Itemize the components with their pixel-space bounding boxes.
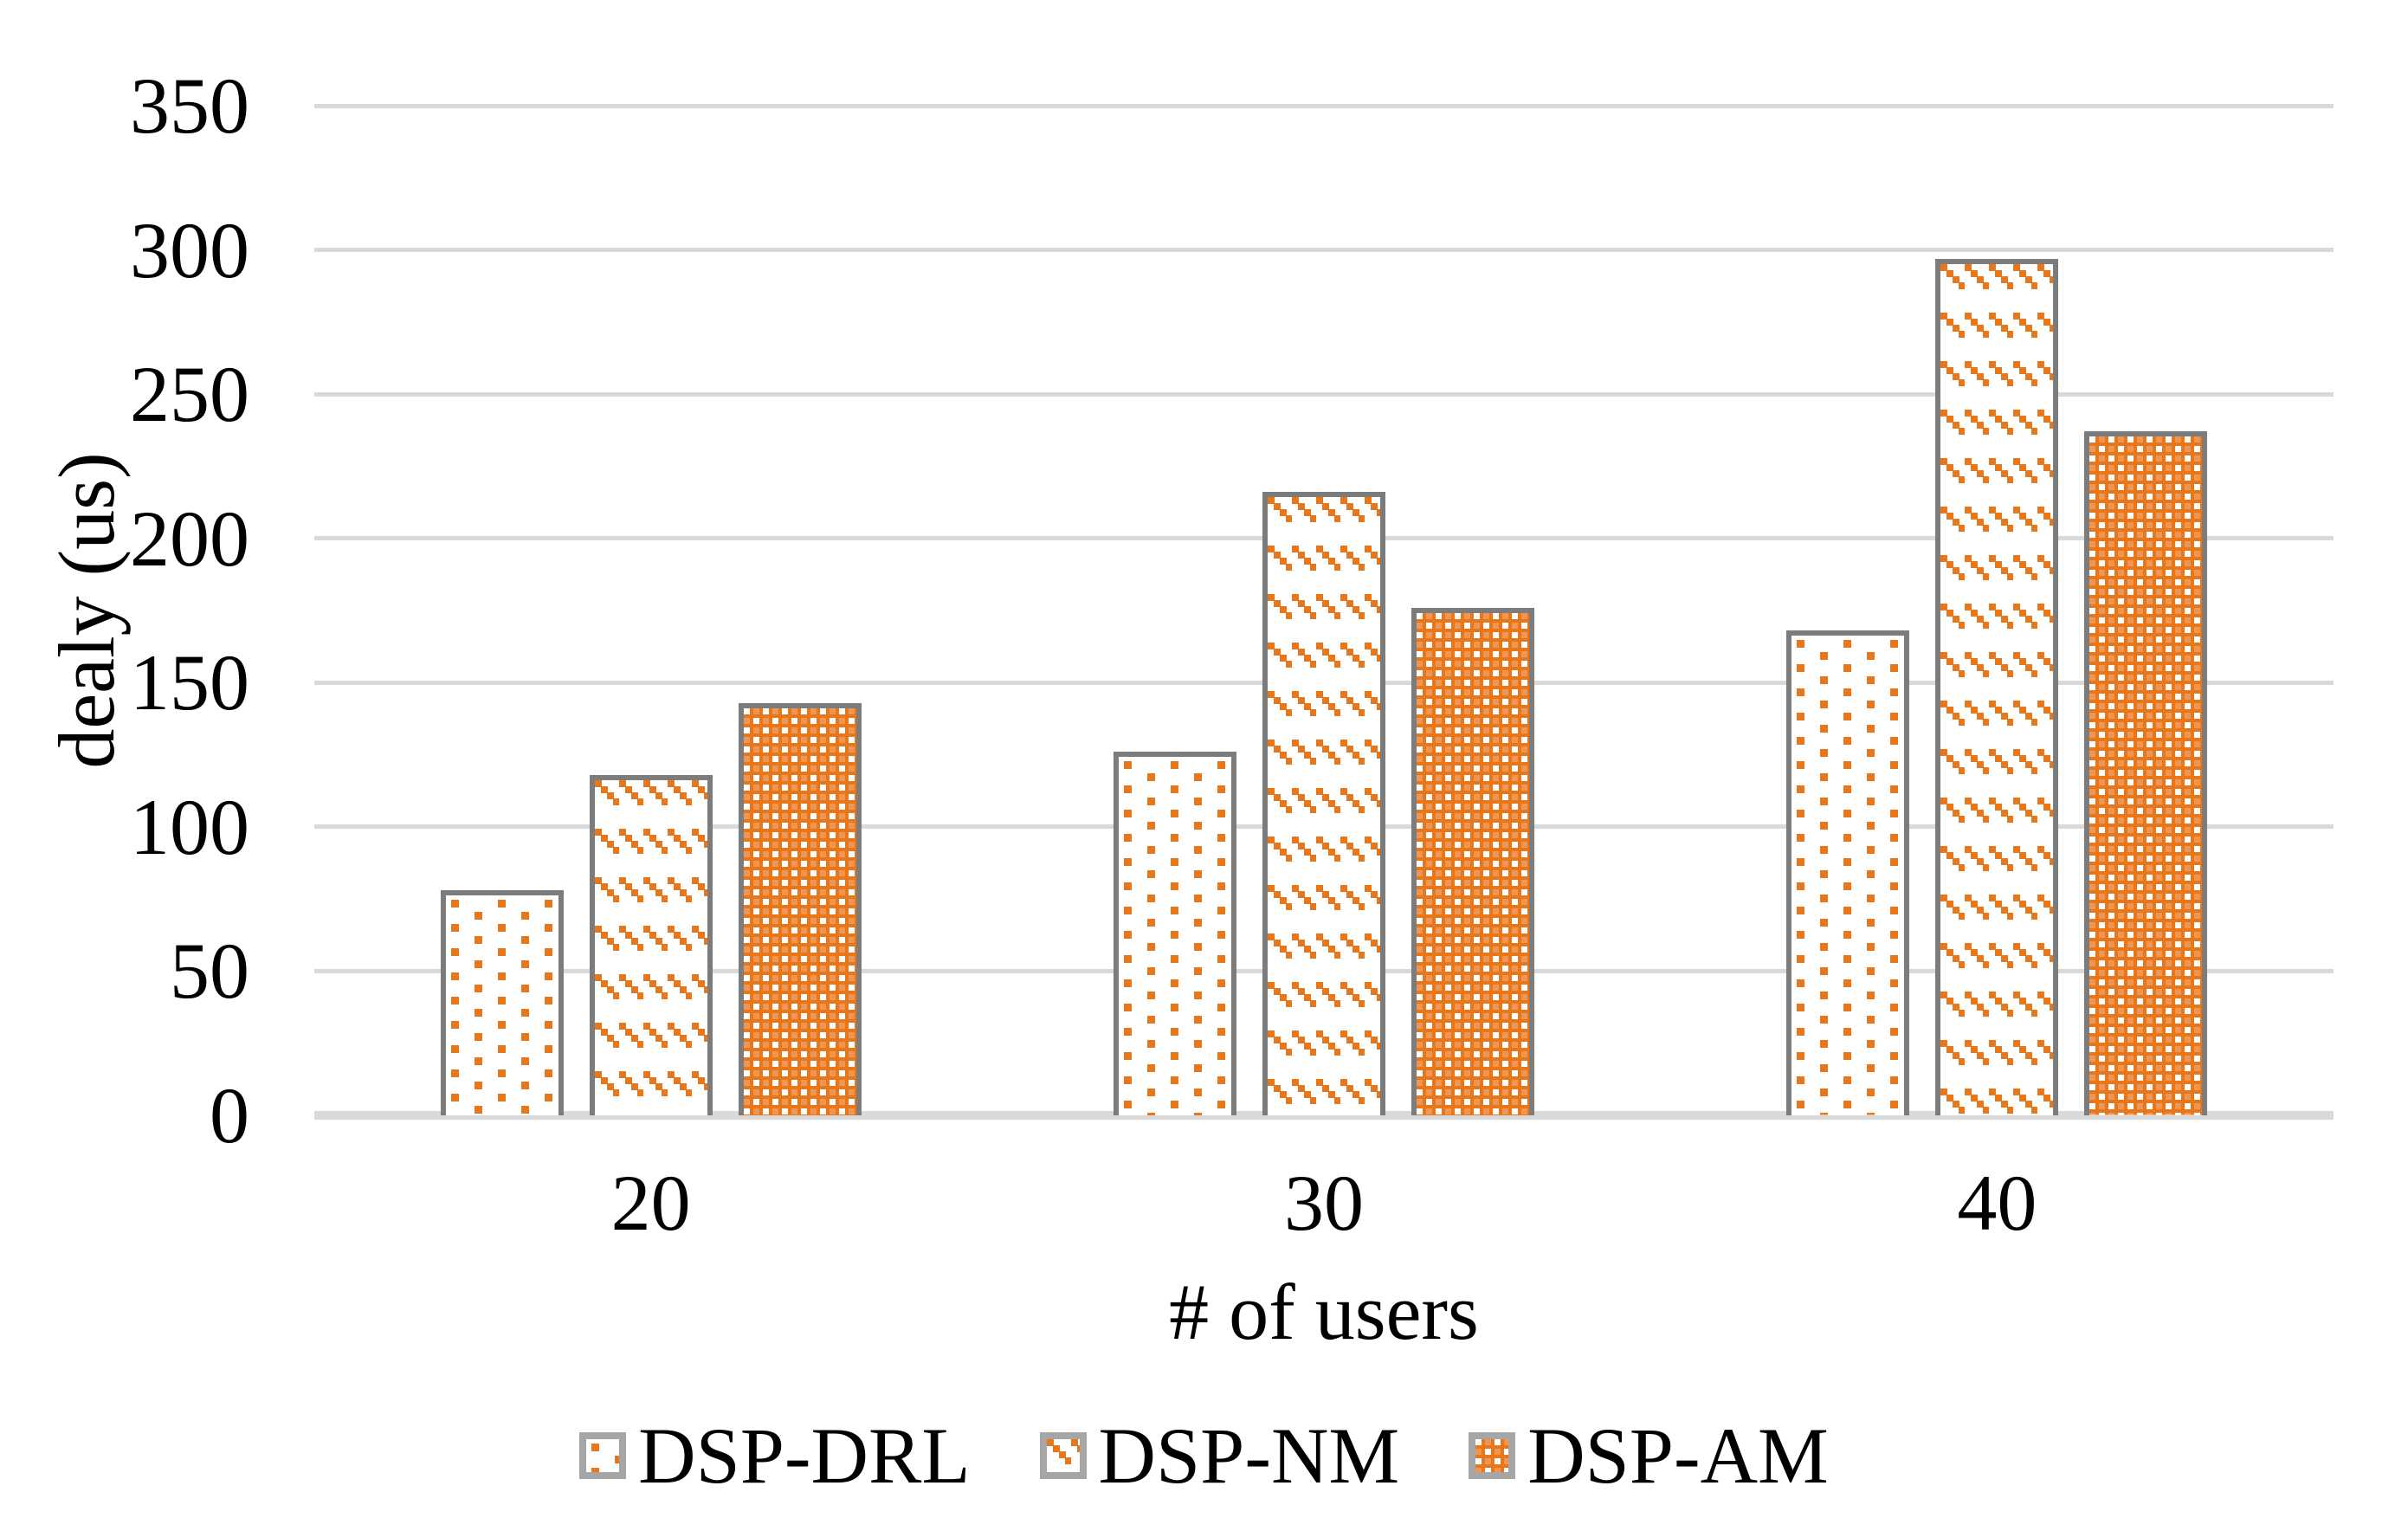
y-tick-label-300: 300 xyxy=(130,205,249,294)
bar-DSP-DRL-20 xyxy=(440,890,564,1115)
legend: DSP-DRL DSP-NM DSP-AM xyxy=(0,1411,2408,1501)
legend-swatch-weave xyxy=(1469,1432,1516,1479)
legend-swatch-dots xyxy=(579,1432,627,1479)
bar-fill-diagonal xyxy=(594,779,707,1115)
bar-DSP-AM-20 xyxy=(738,702,862,1115)
bar-fill-dots xyxy=(445,895,558,1115)
legend-swatch-fill-weave xyxy=(1475,1439,1509,1472)
gridline-300 xyxy=(314,248,2334,253)
bar-group-30 xyxy=(987,106,1660,1115)
bar-fill-dots xyxy=(1791,636,1905,1115)
bar-DSP-NM-20 xyxy=(589,774,713,1115)
category-label-20: 20 xyxy=(610,1159,691,1247)
bar-fill-diagonal xyxy=(1267,497,1380,1115)
bar-DSP-NM-30 xyxy=(1262,492,1385,1115)
y-tick-label-200: 200 xyxy=(130,494,249,583)
legend-label-DSP-DRL: DSP-DRL xyxy=(638,1411,971,1500)
category-label-30: 30 xyxy=(1283,1159,1364,1247)
legend-item-DSP-DRL: DSP-DRL xyxy=(579,1411,971,1500)
bar-DSP-DRL-30 xyxy=(1113,752,1236,1115)
bar-group-40 xyxy=(1661,106,2334,1115)
x-axis-title: # of users xyxy=(1169,1268,1479,1356)
legend-swatch-fill-dots xyxy=(586,1439,620,1472)
bar-DSP-NM-40 xyxy=(1935,258,2059,1115)
bar-fill-diagonal xyxy=(1940,263,2054,1115)
legend-label-DSP-AM: DSP-AM xyxy=(1527,1411,1829,1500)
y-tick-label-50: 50 xyxy=(170,927,249,1016)
bar-group-20 xyxy=(314,106,987,1115)
bar-fill-weave xyxy=(2089,436,2203,1115)
y-tick-label-0: 0 xyxy=(210,1071,249,1160)
legend-swatch-fill-diagonal xyxy=(1046,1439,1080,1472)
legend-swatch-diagonal xyxy=(1039,1432,1087,1479)
y-tick-label-350: 350 xyxy=(130,61,249,150)
y-tick-label-150: 150 xyxy=(130,638,249,727)
plot-area xyxy=(314,103,2334,1120)
bar-fill-weave xyxy=(1416,612,1529,1115)
gridline-350 xyxy=(314,103,2334,108)
bar-DSP-AM-30 xyxy=(1411,607,1534,1115)
x-baseline xyxy=(314,1111,2334,1120)
category-label-40: 40 xyxy=(1957,1159,2037,1247)
legend-item-DSP-NM: DSP-NM xyxy=(1039,1411,1400,1500)
y-tick-label-100: 100 xyxy=(130,782,249,871)
bar-fill-weave xyxy=(743,707,856,1115)
bar-DSP-DRL-40 xyxy=(1786,630,1910,1115)
bar-DSP-AM-40 xyxy=(2084,431,2208,1115)
y-tick-label-250: 250 xyxy=(130,350,249,439)
legend-label-DSP-NM: DSP-NM xyxy=(1098,1411,1400,1500)
legend-item-DSP-AM: DSP-AM xyxy=(1469,1414,1829,1497)
gridline-250 xyxy=(314,391,2334,397)
bar-fill-dots xyxy=(1118,757,1231,1115)
